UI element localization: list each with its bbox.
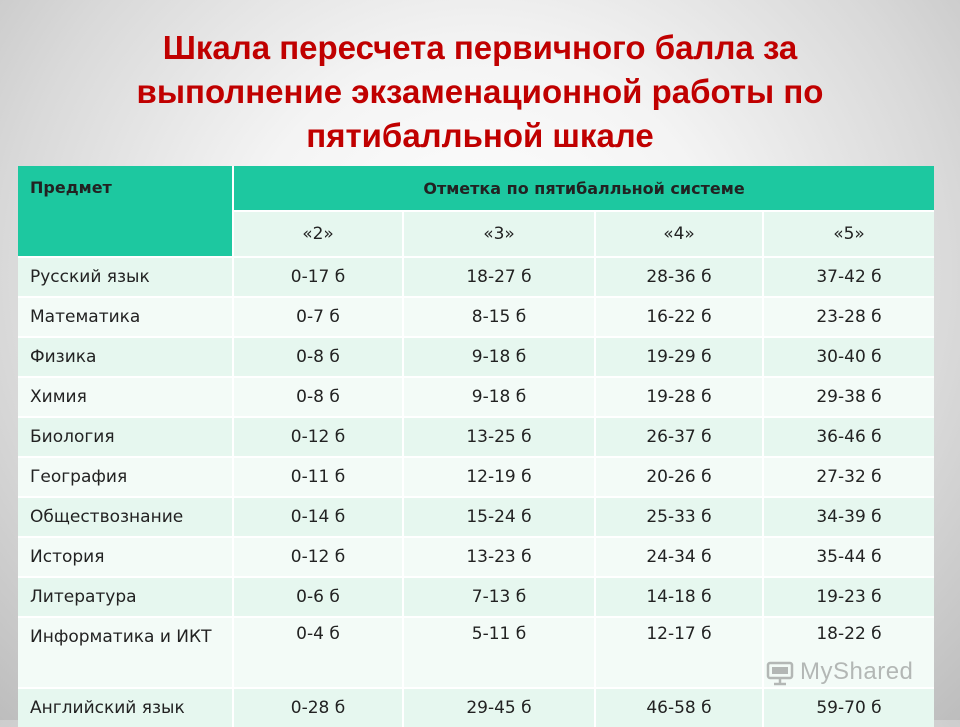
grade-4-cell: 46-58 б: [596, 687, 764, 727]
subject-cell: Химия: [18, 376, 234, 416]
grade-5-cell: 36-46 б: [764, 416, 935, 456]
grade-4-cell: 26-37 б: [596, 416, 764, 456]
table-row: Английский язык 0-28 б 29-45 б 46-58 б 5…: [18, 687, 935, 727]
grade-3-cell: 29-45 б: [404, 687, 596, 727]
grade-4-cell: 14-18 б: [596, 576, 764, 616]
table-row: Информатика и ИКТ 0-4 б 5-11 б 12-17 б 1…: [18, 616, 935, 687]
table-row: География 0-11 б 12-19 б 20-26 б 27-32 б: [18, 456, 935, 496]
subject-cell: Обществознание: [18, 496, 234, 536]
table-row: Биология 0-12 б 13-25 б 26-37 б 36-46 б: [18, 416, 935, 456]
grade-2-cell: 0-8 б: [234, 336, 404, 376]
grade-header-3: «3»: [404, 212, 596, 256]
score-conversion-table: Предмет Отметка по пятибалльной системе …: [18, 166, 935, 727]
grade-5-cell: 18-22 б: [764, 616, 935, 687]
grade-3-cell: 9-18 б: [404, 336, 596, 376]
subject-cell: Информатика и ИКТ: [18, 616, 234, 687]
grade-3-cell: 13-25 б: [404, 416, 596, 456]
grade-5-cell: 30-40 б: [764, 336, 935, 376]
grade-4-cell: 16-22 б: [596, 296, 764, 336]
grade-5-cell: 37-42 б: [764, 256, 935, 296]
subject-cell: Литература: [18, 576, 234, 616]
grade-3-cell: 9-18 б: [404, 376, 596, 416]
subject-cell: Биология: [18, 416, 234, 456]
grade-header-2: «2»: [234, 212, 404, 256]
grade-5-cell: 29-38 б: [764, 376, 935, 416]
grade-group-header: Отметка по пятибалльной системе: [234, 166, 935, 213]
grade-4-cell: 24-34 б: [596, 536, 764, 576]
grade-4-cell: 20-26 б: [596, 456, 764, 496]
subject-cell: История: [18, 536, 234, 576]
grade-2-cell: 0-12 б: [234, 416, 404, 456]
grade-header-4: «4»: [596, 212, 764, 256]
grade-4-cell: 12-17 б: [596, 616, 764, 687]
grade-3-cell: 18-27 б: [404, 256, 596, 296]
title-line-1: Шкала пересчета первичного балла за: [162, 29, 798, 66]
grade-5-cell: 59-70 б: [764, 687, 935, 727]
grade-5-cell: 35-44 б: [764, 536, 935, 576]
grade-2-cell: 0-7 б: [234, 296, 404, 336]
table-row: Обществознание 0-14 б 15-24 б 25-33 б 34…: [18, 496, 935, 536]
grade-2-cell: 0-11 б: [234, 456, 404, 496]
grade-3-cell: 5-11 б: [404, 616, 596, 687]
subject-cell: Математика: [18, 296, 234, 336]
table-row: Математика 0-7 б 8-15 б 16-22 б 23-28 б: [18, 296, 935, 336]
grade-3-cell: 15-24 б: [404, 496, 596, 536]
grade-2-cell: 0-4 б: [234, 616, 404, 687]
grade-5-cell: 19-23 б: [764, 576, 935, 616]
grade-4-cell: 25-33 б: [596, 496, 764, 536]
grade-3-cell: 12-19 б: [404, 456, 596, 496]
table-row: Русский язык 0-17 б 18-27 б 28-36 б 37-4…: [18, 256, 935, 296]
grade-4-cell: 19-29 б: [596, 336, 764, 376]
grade-5-cell: 27-32 б: [764, 456, 935, 496]
grade-2-cell: 0-17 б: [234, 256, 404, 296]
grade-2-cell: 0-12 б: [234, 536, 404, 576]
subject-column-header: Предмет: [18, 166, 234, 256]
page-title: Шкала пересчета первичного балла за выпо…: [60, 26, 900, 158]
grade-4-cell: 28-36 б: [596, 256, 764, 296]
grade-3-cell: 8-15 б: [404, 296, 596, 336]
table-row: Физика 0-8 б 9-18 б 19-29 б 30-40 б: [18, 336, 935, 376]
grade-2-cell: 0-6 б: [234, 576, 404, 616]
grade-header-5: «5»: [764, 212, 935, 256]
grade-5-cell: 23-28 б: [764, 296, 935, 336]
grade-4-cell: 19-28 б: [596, 376, 764, 416]
subject-cell: Русский язык: [18, 256, 234, 296]
subject-cell: Физика: [18, 336, 234, 376]
subject-cell: География: [18, 456, 234, 496]
grade-2-cell: 0-8 б: [234, 376, 404, 416]
grade-3-cell: 7-13 б: [404, 576, 596, 616]
table-row: Химия 0-8 б 9-18 б 19-28 б 29-38 б: [18, 376, 935, 416]
score-conversion-table-container: Предмет Отметка по пятибалльной системе …: [18, 166, 935, 727]
table-row: История 0-12 б 13-23 б 24-34 б 35-44 б: [18, 536, 935, 576]
title-line-3: пятибалльной шкале: [306, 117, 654, 154]
grade-2-cell: 0-28 б: [234, 687, 404, 727]
title-line-2: выполнение экзаменационной работы по: [136, 73, 824, 110]
grade-2-cell: 0-14 б: [234, 496, 404, 536]
subject-cell: Английский язык: [18, 687, 234, 727]
table-row: Литература 0-6 б 7-13 б 14-18 б 19-23 б: [18, 576, 935, 616]
grade-3-cell: 13-23 б: [404, 536, 596, 576]
grade-5-cell: 34-39 б: [764, 496, 935, 536]
